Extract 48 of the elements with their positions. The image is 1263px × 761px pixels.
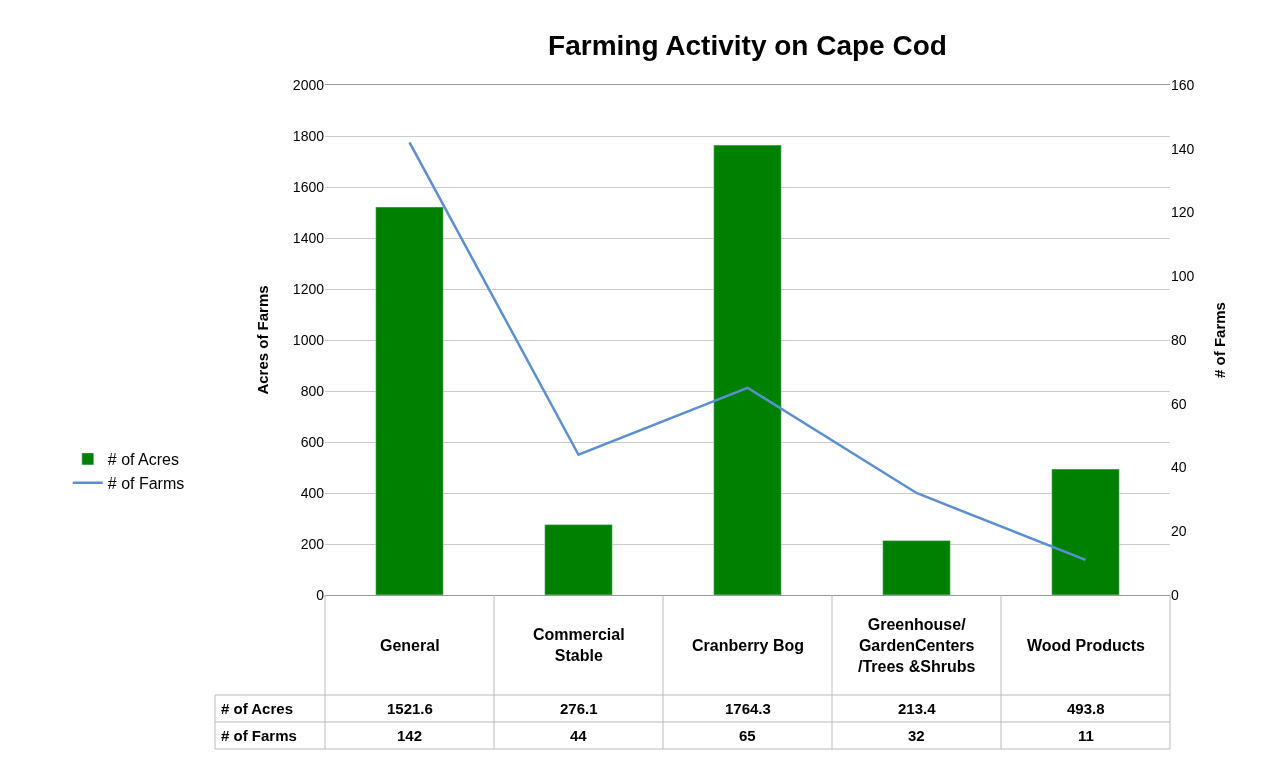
data-label: 11 (1078, 727, 1094, 744)
text: # of Acres (221, 700, 293, 717)
bar (1051, 468, 1120, 595)
x-tick-label: Wood Products (1027, 637, 1146, 654)
data-label: 65 (739, 727, 756, 744)
y-tick-label: 0 (316, 586, 325, 603)
data-label: 1764.3 (725, 700, 771, 717)
y2-axis-title: # of Farms (1210, 302, 1228, 378)
data-label: 142 (397, 727, 423, 744)
y2-tick-label: 100 (1171, 268, 1195, 285)
y-tick-label: 400 (300, 484, 325, 501)
y2-tick-label: 160 (1171, 76, 1195, 93)
x-tick-label: Cranberry Bog (692, 637, 805, 654)
y2-tick-label: 20 (1171, 523, 1187, 540)
y2-tick-label: 0 (1171, 586, 1179, 603)
y-tick-label: 800 (300, 382, 325, 399)
legend-label: # of Acres (107, 451, 179, 469)
bar (882, 540, 951, 595)
line-series (408, 141, 1087, 562)
y-axis-title: Acres of Farms (254, 285, 272, 395)
y-tick-label: 200 (300, 535, 325, 552)
bar (375, 206, 444, 595)
y-tick-label: 2000 (292, 76, 325, 93)
chart-title: Farming Activity on Cape Cod (548, 29, 947, 61)
y2-tick-label: 80 (1171, 331, 1187, 348)
y-tick-label: 1200 (292, 280, 325, 297)
text: # of Farms (221, 727, 297, 744)
y-tick-label: 1600 (292, 178, 325, 195)
legend-label: # of Farms (107, 474, 185, 492)
y-tick-label: 1800 (292, 127, 325, 144)
data-label: 32 (908, 727, 925, 744)
y-tick-label: 1000 (292, 331, 325, 348)
data-label: 1521.6 (387, 700, 433, 717)
bar (544, 524, 613, 595)
y2-tick-label: 60 (1171, 395, 1187, 412)
y2-tick-label: 140 (1171, 140, 1195, 157)
x-tick-label: Commercial Stable (533, 626, 625, 664)
bar (713, 144, 782, 595)
x-tick-label: General (380, 637, 440, 654)
y2-tick-label: 120 (1171, 204, 1195, 221)
y-tick-label: 1400 (292, 229, 325, 246)
data-label: 493.8 (1067, 700, 1105, 717)
data-label: 213.4 (898, 700, 937, 717)
y-tick-label: 600 (300, 433, 325, 450)
data-label: 44 (570, 727, 588, 744)
y2-tick-label: 40 (1171, 459, 1187, 476)
data-label: 276.1 (560, 700, 598, 717)
x-tick-label: Greenhouse/ GardenCenters /Trees &Shrubs (858, 616, 976, 675)
